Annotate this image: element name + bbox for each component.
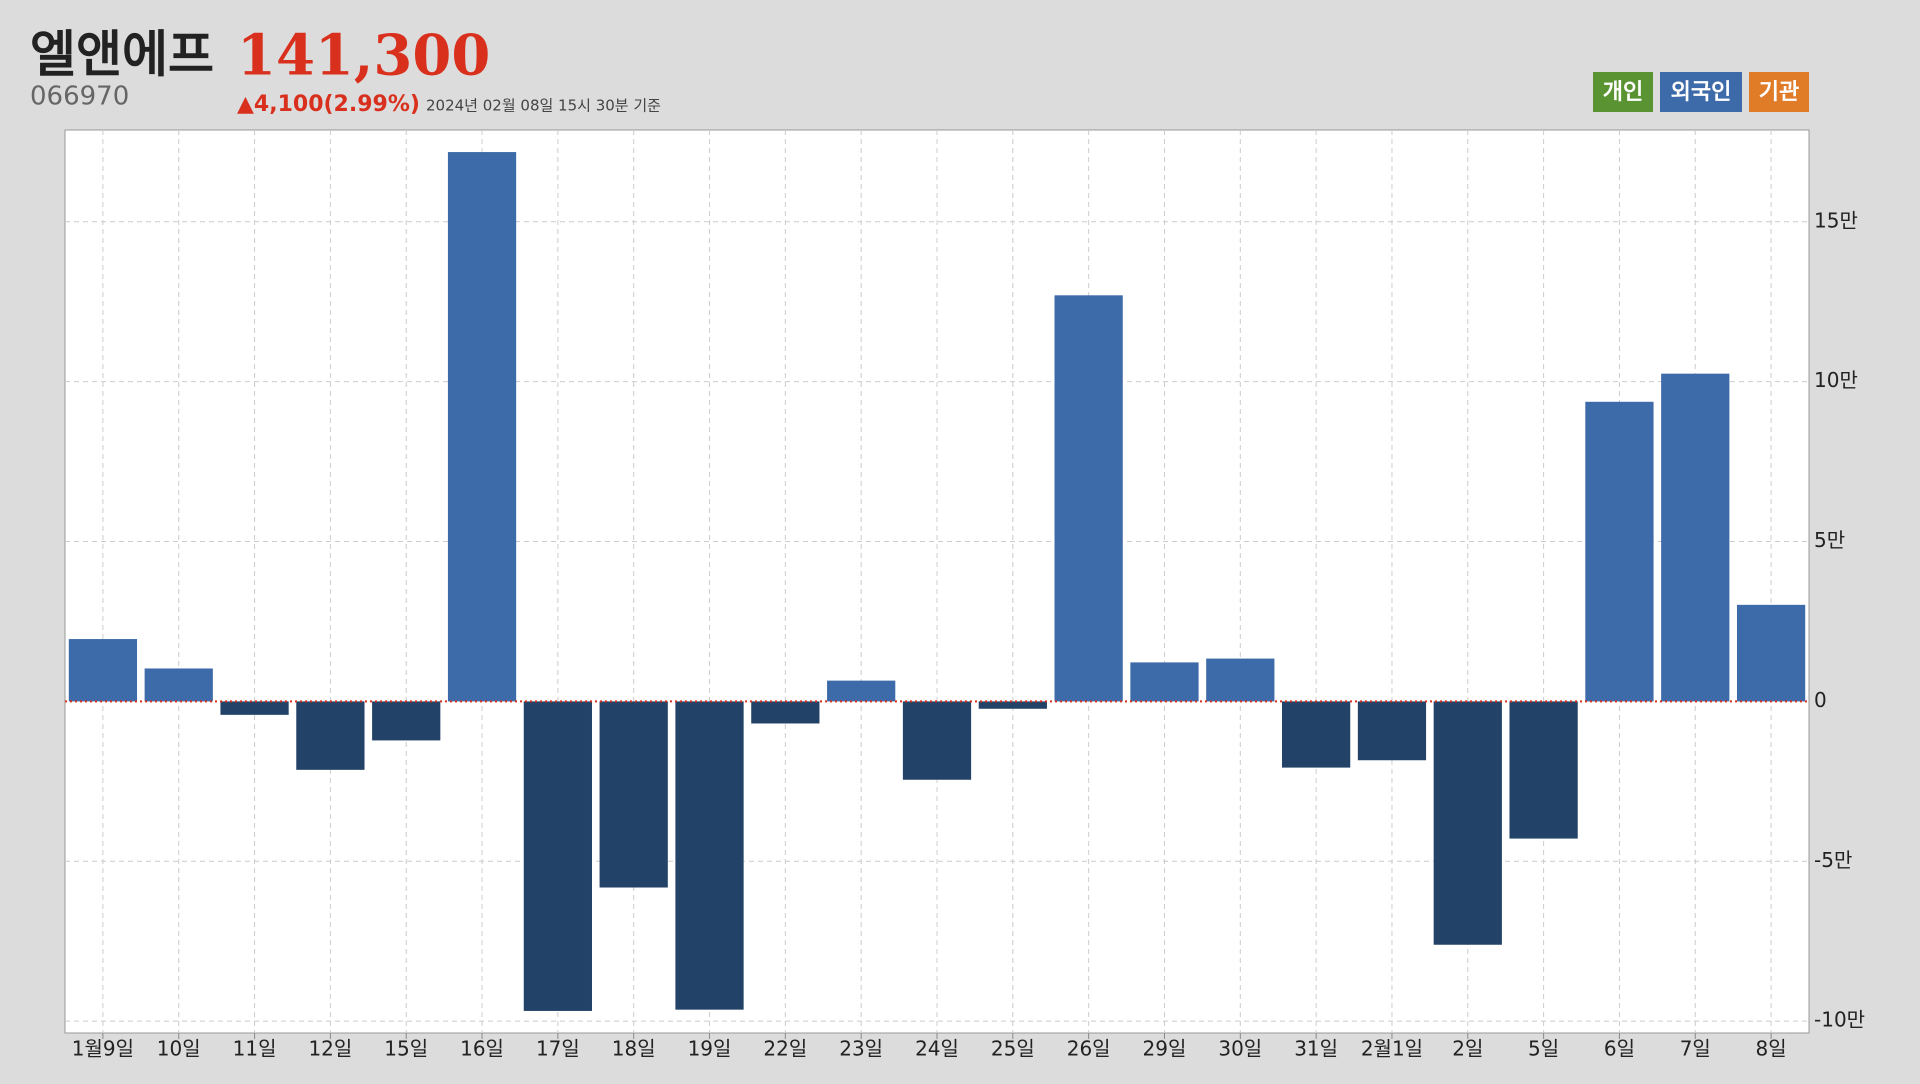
bar	[372, 701, 441, 741]
bar	[827, 680, 896, 702]
bar	[1282, 701, 1351, 768]
bar	[751, 701, 820, 724]
legend-label[interactable]: 기관	[1759, 80, 1799, 105]
x-tick-label: 17일	[536, 1037, 580, 1061]
stock-name: 엘앤에프	[30, 26, 214, 84]
y-tick-label: -10만	[1814, 1008, 1865, 1032]
bar	[1206, 658, 1275, 702]
x-tick-label: 24일	[915, 1037, 959, 1061]
y-tick-label: 0	[1814, 688, 1827, 712]
x-tick-label: 22일	[763, 1037, 807, 1061]
bar	[1736, 604, 1806, 702]
bar	[1054, 295, 1123, 702]
x-tick-label: 5일	[1528, 1037, 1559, 1061]
x-tick-label: 16일	[460, 1037, 504, 1061]
bar	[220, 701, 289, 715]
x-tick-label: 12일	[308, 1037, 352, 1061]
bar	[902, 701, 972, 780]
bar	[599, 701, 668, 888]
bar	[296, 701, 365, 770]
bar	[447, 152, 517, 702]
x-tick-label: 29일	[1143, 1037, 1187, 1061]
x-tick-label: 31일	[1294, 1037, 1338, 1061]
legend-button[interactable]	[1749, 72, 1809, 112]
bar	[1661, 373, 1730, 702]
legend-button[interactable]	[1593, 72, 1653, 112]
y-tick-label: 10만	[1814, 368, 1858, 392]
bar	[1585, 401, 1654, 702]
x-tick-label: 10일	[157, 1037, 201, 1061]
x-tick-label: 6일	[1604, 1037, 1635, 1061]
x-tick-label: 15일	[384, 1037, 428, 1061]
stock-code: 066970	[30, 82, 129, 112]
bar	[523, 701, 592, 1011]
bar	[1357, 701, 1427, 761]
price: 141,300	[237, 23, 490, 89]
price-change: ▲4,100(2.99%)	[237, 92, 420, 117]
y-tick-label: 5만	[1814, 528, 1845, 552]
bar	[144, 668, 213, 702]
y-tick-label: -5만	[1814, 848, 1852, 872]
x-tick-label: 19일	[688, 1037, 732, 1061]
x-tick-label: 23일	[839, 1037, 883, 1061]
x-tick-label: 7일	[1680, 1037, 1711, 1061]
x-tick-label: 25일	[991, 1037, 1035, 1061]
x-tick-label: 30일	[1218, 1037, 1262, 1061]
bar	[1509, 701, 1578, 839]
bar	[68, 639, 138, 702]
bar	[1433, 701, 1502, 945]
bar	[675, 701, 744, 1010]
y-tick-label: 15만	[1814, 208, 1858, 232]
x-tick-label: 11일	[233, 1037, 277, 1061]
legend-label[interactable]: 개인	[1603, 80, 1643, 105]
x-tick-label: 2일	[1452, 1037, 1483, 1061]
bar	[1130, 662, 1199, 702]
x-tick-label: 2월1일	[1361, 1037, 1423, 1061]
x-tick-label: 26일	[1067, 1037, 1111, 1061]
x-tick-label: 1월9일	[72, 1037, 134, 1061]
legend-button[interactable]	[1660, 72, 1742, 112]
x-tick-label: 18일	[612, 1037, 656, 1061]
timestamp: 2024년 02월 08일 15시 30분 기준	[426, 97, 661, 115]
legend-label[interactable]: 외국인	[1671, 80, 1732, 105]
bar	[978, 701, 1047, 709]
x-tick-label: 8일	[1756, 1037, 1787, 1061]
